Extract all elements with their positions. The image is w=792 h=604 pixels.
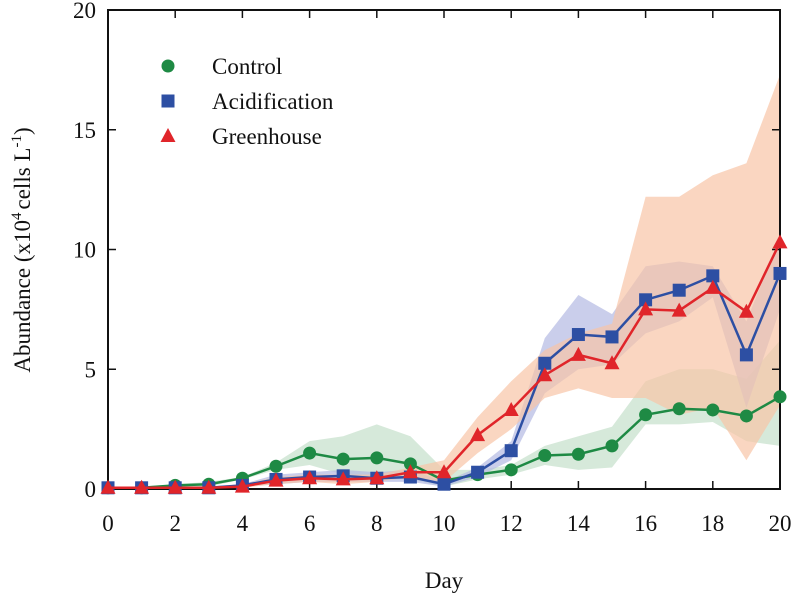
- marker: [672, 402, 686, 416]
- marker: [706, 403, 720, 417]
- marker: [773, 390, 787, 404]
- marker: [538, 356, 552, 370]
- x-tick-label: 12: [500, 511, 523, 536]
- marker: [160, 128, 176, 142]
- marker: [470, 427, 486, 442]
- marker: [739, 409, 753, 423]
- marker: [773, 266, 787, 280]
- marker: [772, 234, 788, 249]
- marker: [234, 478, 250, 493]
- y-label-part: Abundance (x10: [10, 220, 35, 373]
- marker: [437, 477, 451, 491]
- marker: [605, 330, 619, 344]
- marker: [436, 464, 452, 479]
- marker: [570, 346, 586, 361]
- x-tick-label: 16: [634, 511, 657, 536]
- x-tick-label: 10: [433, 511, 456, 536]
- marker: [706, 269, 720, 283]
- x-tick-label: 4: [237, 511, 249, 536]
- marker: [738, 303, 754, 318]
- marker: [161, 94, 175, 108]
- x-axis-label: Day: [425, 568, 464, 593]
- error-band: [108, 74, 780, 489]
- legend-label: Acidification: [212, 89, 334, 114]
- x-tick-label: 2: [169, 511, 181, 536]
- y-axis-label: Abundance (x104 cells L-1): [9, 127, 35, 372]
- marker: [335, 471, 351, 486]
- marker: [100, 479, 116, 494]
- marker: [370, 451, 384, 465]
- y-label-sup: 4: [9, 212, 25, 220]
- y-tick-label: 0: [85, 477, 97, 502]
- y-label-part: ): [10, 127, 35, 135]
- marker: [302, 470, 318, 485]
- marker: [537, 367, 553, 382]
- marker: [134, 479, 150, 494]
- y-label-part: cells L: [10, 148, 35, 210]
- marker: [268, 472, 284, 487]
- y-label-sup: -1: [9, 135, 25, 148]
- marker: [403, 457, 417, 471]
- marker: [571, 447, 585, 461]
- marker: [504, 463, 518, 477]
- marker: [369, 470, 385, 485]
- marker: [402, 464, 418, 479]
- y-tick-label: 5: [85, 357, 97, 382]
- legend-label: Control: [212, 54, 282, 79]
- marker: [605, 439, 619, 453]
- marker: [671, 302, 687, 317]
- marker: [504, 444, 518, 458]
- marker: [638, 301, 654, 316]
- marker: [503, 401, 519, 416]
- marker: [303, 446, 317, 460]
- marker: [336, 452, 350, 466]
- x-tick-label: 6: [304, 511, 316, 536]
- marker: [269, 459, 283, 473]
- x-tick-label: 14: [567, 511, 591, 536]
- x-tick-label: 0: [102, 511, 114, 536]
- marker: [201, 479, 217, 494]
- marker: [639, 408, 653, 422]
- marker: [471, 465, 485, 479]
- marker: [571, 328, 585, 342]
- marker: [672, 283, 686, 297]
- marker: [538, 448, 552, 462]
- marker: [161, 59, 175, 73]
- marker: [705, 279, 721, 294]
- y-tick-label: 15: [73, 118, 96, 143]
- marker: [167, 479, 183, 494]
- x-tick-label: 18: [701, 511, 724, 536]
- marker: [639, 293, 653, 307]
- x-tick-label: 8: [371, 511, 383, 536]
- y-tick-label: 20: [73, 0, 96, 23]
- y-tick-label: 10: [73, 238, 96, 263]
- legend-label: Greenhouse: [212, 124, 322, 149]
- marker: [604, 355, 620, 370]
- marker: [739, 348, 753, 362]
- x-tick-label: 20: [769, 511, 792, 536]
